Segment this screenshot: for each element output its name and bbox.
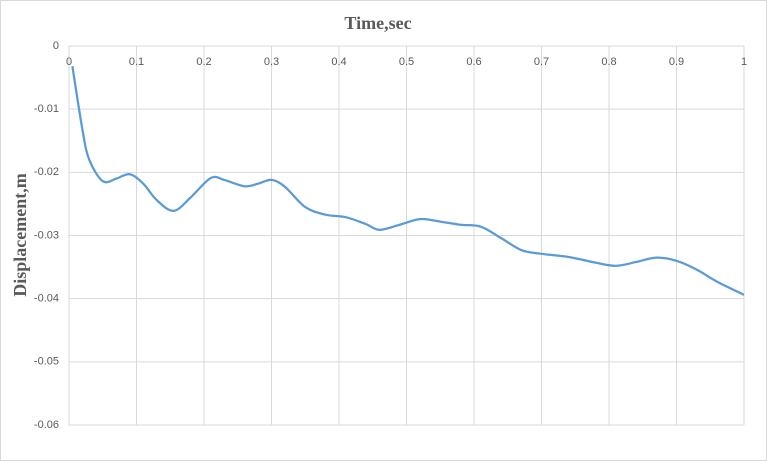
y-tick-label: -0.02 [34, 166, 59, 178]
x-tick-label: 0.3 [264, 56, 279, 68]
y-axis-title: Displacement,m [10, 173, 30, 296]
x-tick-label: 1 [741, 56, 747, 68]
y-tick-label: -0.04 [34, 293, 59, 305]
y-tick-label: -0.03 [34, 229, 59, 241]
x-tick-label: 0.4 [331, 56, 346, 68]
x-tick-label: 0.6 [466, 56, 481, 68]
x-tick-label: 0.5 [399, 56, 414, 68]
x-axis-title: Time,sec [344, 13, 411, 33]
data-line [71, 66, 745, 296]
y-tick-label: -0.05 [34, 356, 59, 368]
y-tick-label: 0 [53, 40, 59, 52]
x-tick-label: 0.9 [669, 56, 684, 68]
x-tick-label: 0.2 [196, 56, 211, 68]
y-tick-label: -0.06 [34, 419, 59, 431]
x-tick-label: 0.1 [129, 56, 144, 68]
x-tick-label: 0 [66, 56, 72, 68]
y-tick-label: -0.01 [34, 103, 59, 115]
x-tick-label: 0.8 [601, 56, 616, 68]
x-tick-label: 0.7 [534, 56, 549, 68]
